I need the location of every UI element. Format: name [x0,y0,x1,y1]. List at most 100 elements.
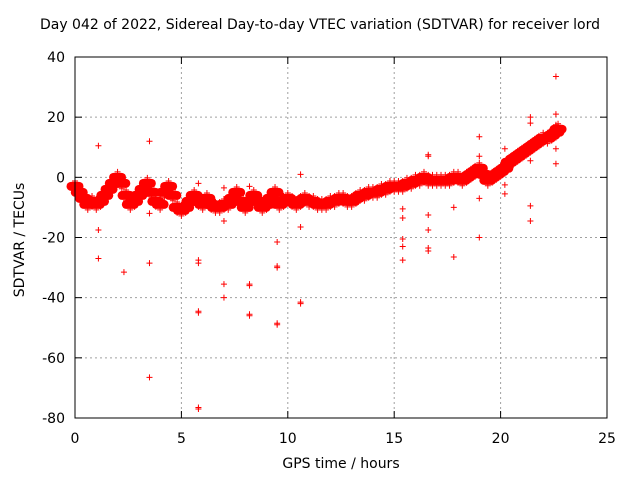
chart-title: Day 042 of 2022, Sidereal Day-to-day VTE… [39,17,601,33]
data-point [425,211,432,218]
data-point [425,248,432,255]
band-point-lower [225,206,232,213]
data-point [450,204,457,211]
band-point-lower [118,185,125,192]
band-point-lower [514,158,521,165]
band-point-lower [497,173,504,180]
band-point-lower [501,170,508,177]
band-point-lower [178,212,185,219]
band-point-lower [331,203,338,210]
band-point-upper [165,177,172,184]
band-point-lower [297,203,304,210]
band-point-lower [157,206,164,213]
band-point-upper [148,183,155,190]
data-point [476,153,483,160]
band-point-lower [489,179,496,186]
data-point [146,210,153,217]
band-point-lower [169,197,176,204]
band-point-lower [382,191,389,198]
data-point [399,205,406,212]
band-point-lower [506,164,513,171]
band-point-upper [89,192,96,199]
band-point-upper [284,189,291,196]
data-point [425,226,432,233]
band-point-lower [361,197,368,204]
x-tick-label: 0 [71,431,80,447]
band-point-upper [480,165,487,172]
band-point-lower [246,203,253,210]
y-tick-label: -60 [42,351,65,367]
data-point [220,184,227,191]
band-point-lower [446,182,453,189]
data-point [527,217,534,224]
data-point [195,180,202,187]
data-point [552,73,559,80]
data-point [501,190,508,197]
band-point-upper [191,186,198,193]
band-point-lower [374,194,381,201]
band-point-upper [80,189,87,196]
data-point [399,214,406,221]
band-point-lower [548,137,555,144]
band-point-upper [174,199,181,206]
band-point-upper [250,186,257,193]
band-point-upper [118,174,125,181]
data-point [476,195,483,202]
band-point-upper [289,192,296,199]
band-point-lower [510,161,517,168]
data-point [552,160,559,167]
band-point-lower [106,191,113,198]
band-point-lower [110,185,117,192]
data-point [274,239,281,246]
band-point-lower [263,206,270,213]
data-point [476,133,483,140]
band-point-upper [272,183,279,190]
band-point-upper [237,192,244,199]
data-point [246,312,253,319]
data-point [246,282,253,289]
band-point-lower [242,209,249,216]
band-point-lower [408,185,415,192]
data-point [399,257,406,264]
data-point [120,269,127,276]
data-point [450,254,457,261]
data-point [527,114,534,121]
data-point [246,183,253,190]
data-point [195,405,202,412]
data-point [297,223,304,230]
band-point-lower [527,149,534,156]
data-point [552,111,559,118]
band-point-lower [127,206,134,213]
band-point-lower [493,176,500,183]
data-point [220,217,227,224]
band-point-lower [467,176,474,183]
band-point-lower [459,182,466,189]
band-point-lower [535,143,542,150]
data-point [399,236,406,243]
x-tick-label: 10 [279,431,297,447]
data-point [95,255,102,262]
band-point-upper [255,192,262,199]
y-tick-label: 40 [47,50,65,66]
band-point-lower [276,206,283,213]
y-axis-label: SDTVAR / TECUs [12,182,28,298]
band-point-upper [233,183,240,190]
band-point-lower [131,203,138,210]
band-point-upper [420,168,427,175]
band-point-lower [93,206,100,213]
data-point [297,171,304,178]
band-point-upper [310,192,317,199]
band-point-upper [203,189,210,196]
x-axis-label: GPS time / hours [282,456,400,472]
data-point [146,138,153,145]
data-point [195,309,202,316]
band-point-upper [169,186,176,193]
band-point-upper [476,159,483,166]
data-point [220,281,227,288]
band-point-lower [84,206,91,213]
data-point [399,243,406,250]
band-point-lower [101,197,108,204]
data-point [552,121,559,128]
data-point [195,260,202,267]
data-point [501,181,508,188]
